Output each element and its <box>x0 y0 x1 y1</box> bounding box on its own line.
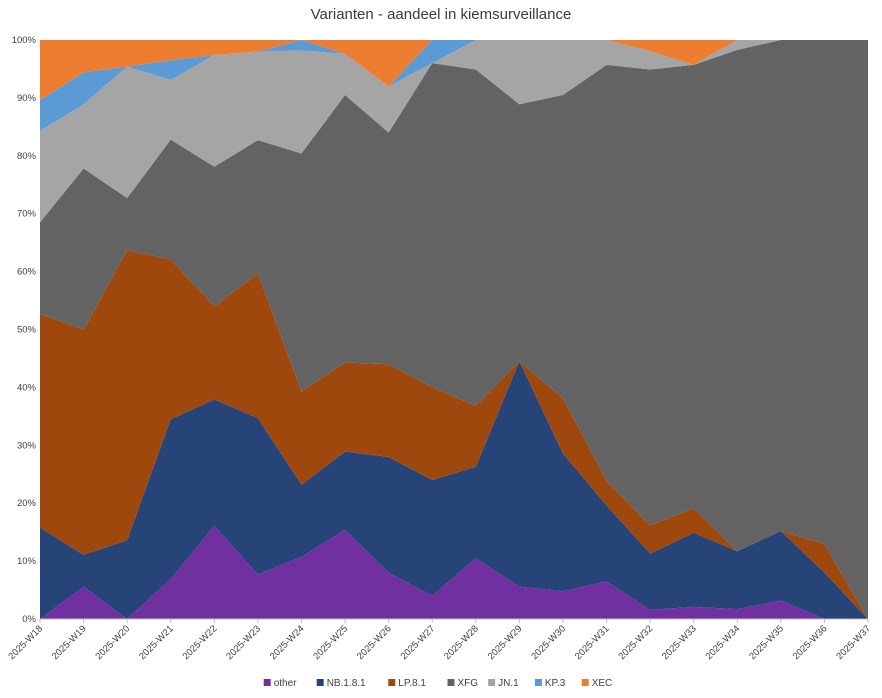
area-xfg <box>40 40 868 619</box>
legend-label: XEC <box>592 678 613 689</box>
x-tick-label: 2025-W36 <box>791 623 830 662</box>
legend-swatch <box>316 679 324 686</box>
y-tick-label: 30% <box>17 440 37 451</box>
legend-swatch <box>488 679 496 686</box>
area-nb-1-8-1 <box>40 361 868 619</box>
x-tick-label: 2025-W30 <box>529 623 568 662</box>
x-tick-label: 2025-W37 <box>834 623 873 662</box>
x-tick-label: 2025-W19 <box>50 623 89 662</box>
legend-swatch <box>447 679 455 686</box>
legend-label: JN.1 <box>498 678 519 689</box>
x-tick-label: 2025-W35 <box>747 623 786 662</box>
x-tick-label: 2025-W32 <box>616 623 655 662</box>
area-jn-1 <box>40 40 868 223</box>
x-tick-label: 2025-W22 <box>181 623 220 662</box>
chart-title: Varianten - aandeel in kiemsurveillance <box>310 6 572 23</box>
legend-swatch <box>534 679 542 686</box>
y-tick-label: 50% <box>17 325 37 336</box>
y-tick-label: 20% <box>17 498 37 509</box>
y-tick-label: 60% <box>17 267 37 278</box>
y-tick-label: 80% <box>17 151 37 162</box>
legend-swatch <box>263 679 271 686</box>
legend-label: LP.8.1 <box>398 678 426 689</box>
x-tick-label: 2025-W24 <box>268 623 307 662</box>
area-lp-8-1 <box>40 250 868 619</box>
x-tick-label: 2025-W33 <box>660 623 699 662</box>
legend-label: KP.3 <box>545 678 566 689</box>
area-other <box>40 525 868 619</box>
y-tick-label: 100% <box>12 35 37 46</box>
x-tick-label: 2025-W27 <box>399 623 438 662</box>
x-tick-label: 2025-W21 <box>137 623 176 662</box>
y-tick-label: 10% <box>17 556 37 567</box>
x-tick-label: 2025-W28 <box>442 623 481 662</box>
y-tick-label: 40% <box>17 382 37 393</box>
y-tick-label: 70% <box>17 209 37 220</box>
y-axis-ticks: 0% 10% 20% 30% 40% 50% 60% 70% 80% 90% 100% <box>12 35 37 625</box>
y-tick-label: 0% <box>22 614 36 625</box>
legend-label: NB.1.8.1 <box>327 678 366 689</box>
legend-label: XFG <box>458 678 479 689</box>
x-tick-label: 2025-W34 <box>704 623 743 662</box>
x-tick-label: 2025-W18 <box>6 623 45 662</box>
area-xec <box>40 40 868 101</box>
x-axis-ticks: 2025-W18 2025-W19 2025-W20 2025-W21 2025-W22… <box>6 619 873 662</box>
legend: other NB.1.8.1 LP.8.1 XFG JN.1 KP.3 XEC <box>263 678 613 689</box>
x-tick-label: 2025-W26 <box>355 623 394 662</box>
legend-swatch <box>388 679 396 686</box>
x-tick-label: 2025-W29 <box>486 623 525 662</box>
x-tick-label: 2025-W20 <box>93 623 132 662</box>
legend-swatch <box>581 679 589 686</box>
x-tick-label: 2025-W25 <box>311 623 350 662</box>
series-areas <box>40 40 868 619</box>
x-tick-label: 2025-W31 <box>573 623 612 662</box>
y-tick-label: 90% <box>17 93 37 104</box>
x-tick-label: 2025-W23 <box>224 623 263 662</box>
legend-label: other <box>274 678 297 689</box>
